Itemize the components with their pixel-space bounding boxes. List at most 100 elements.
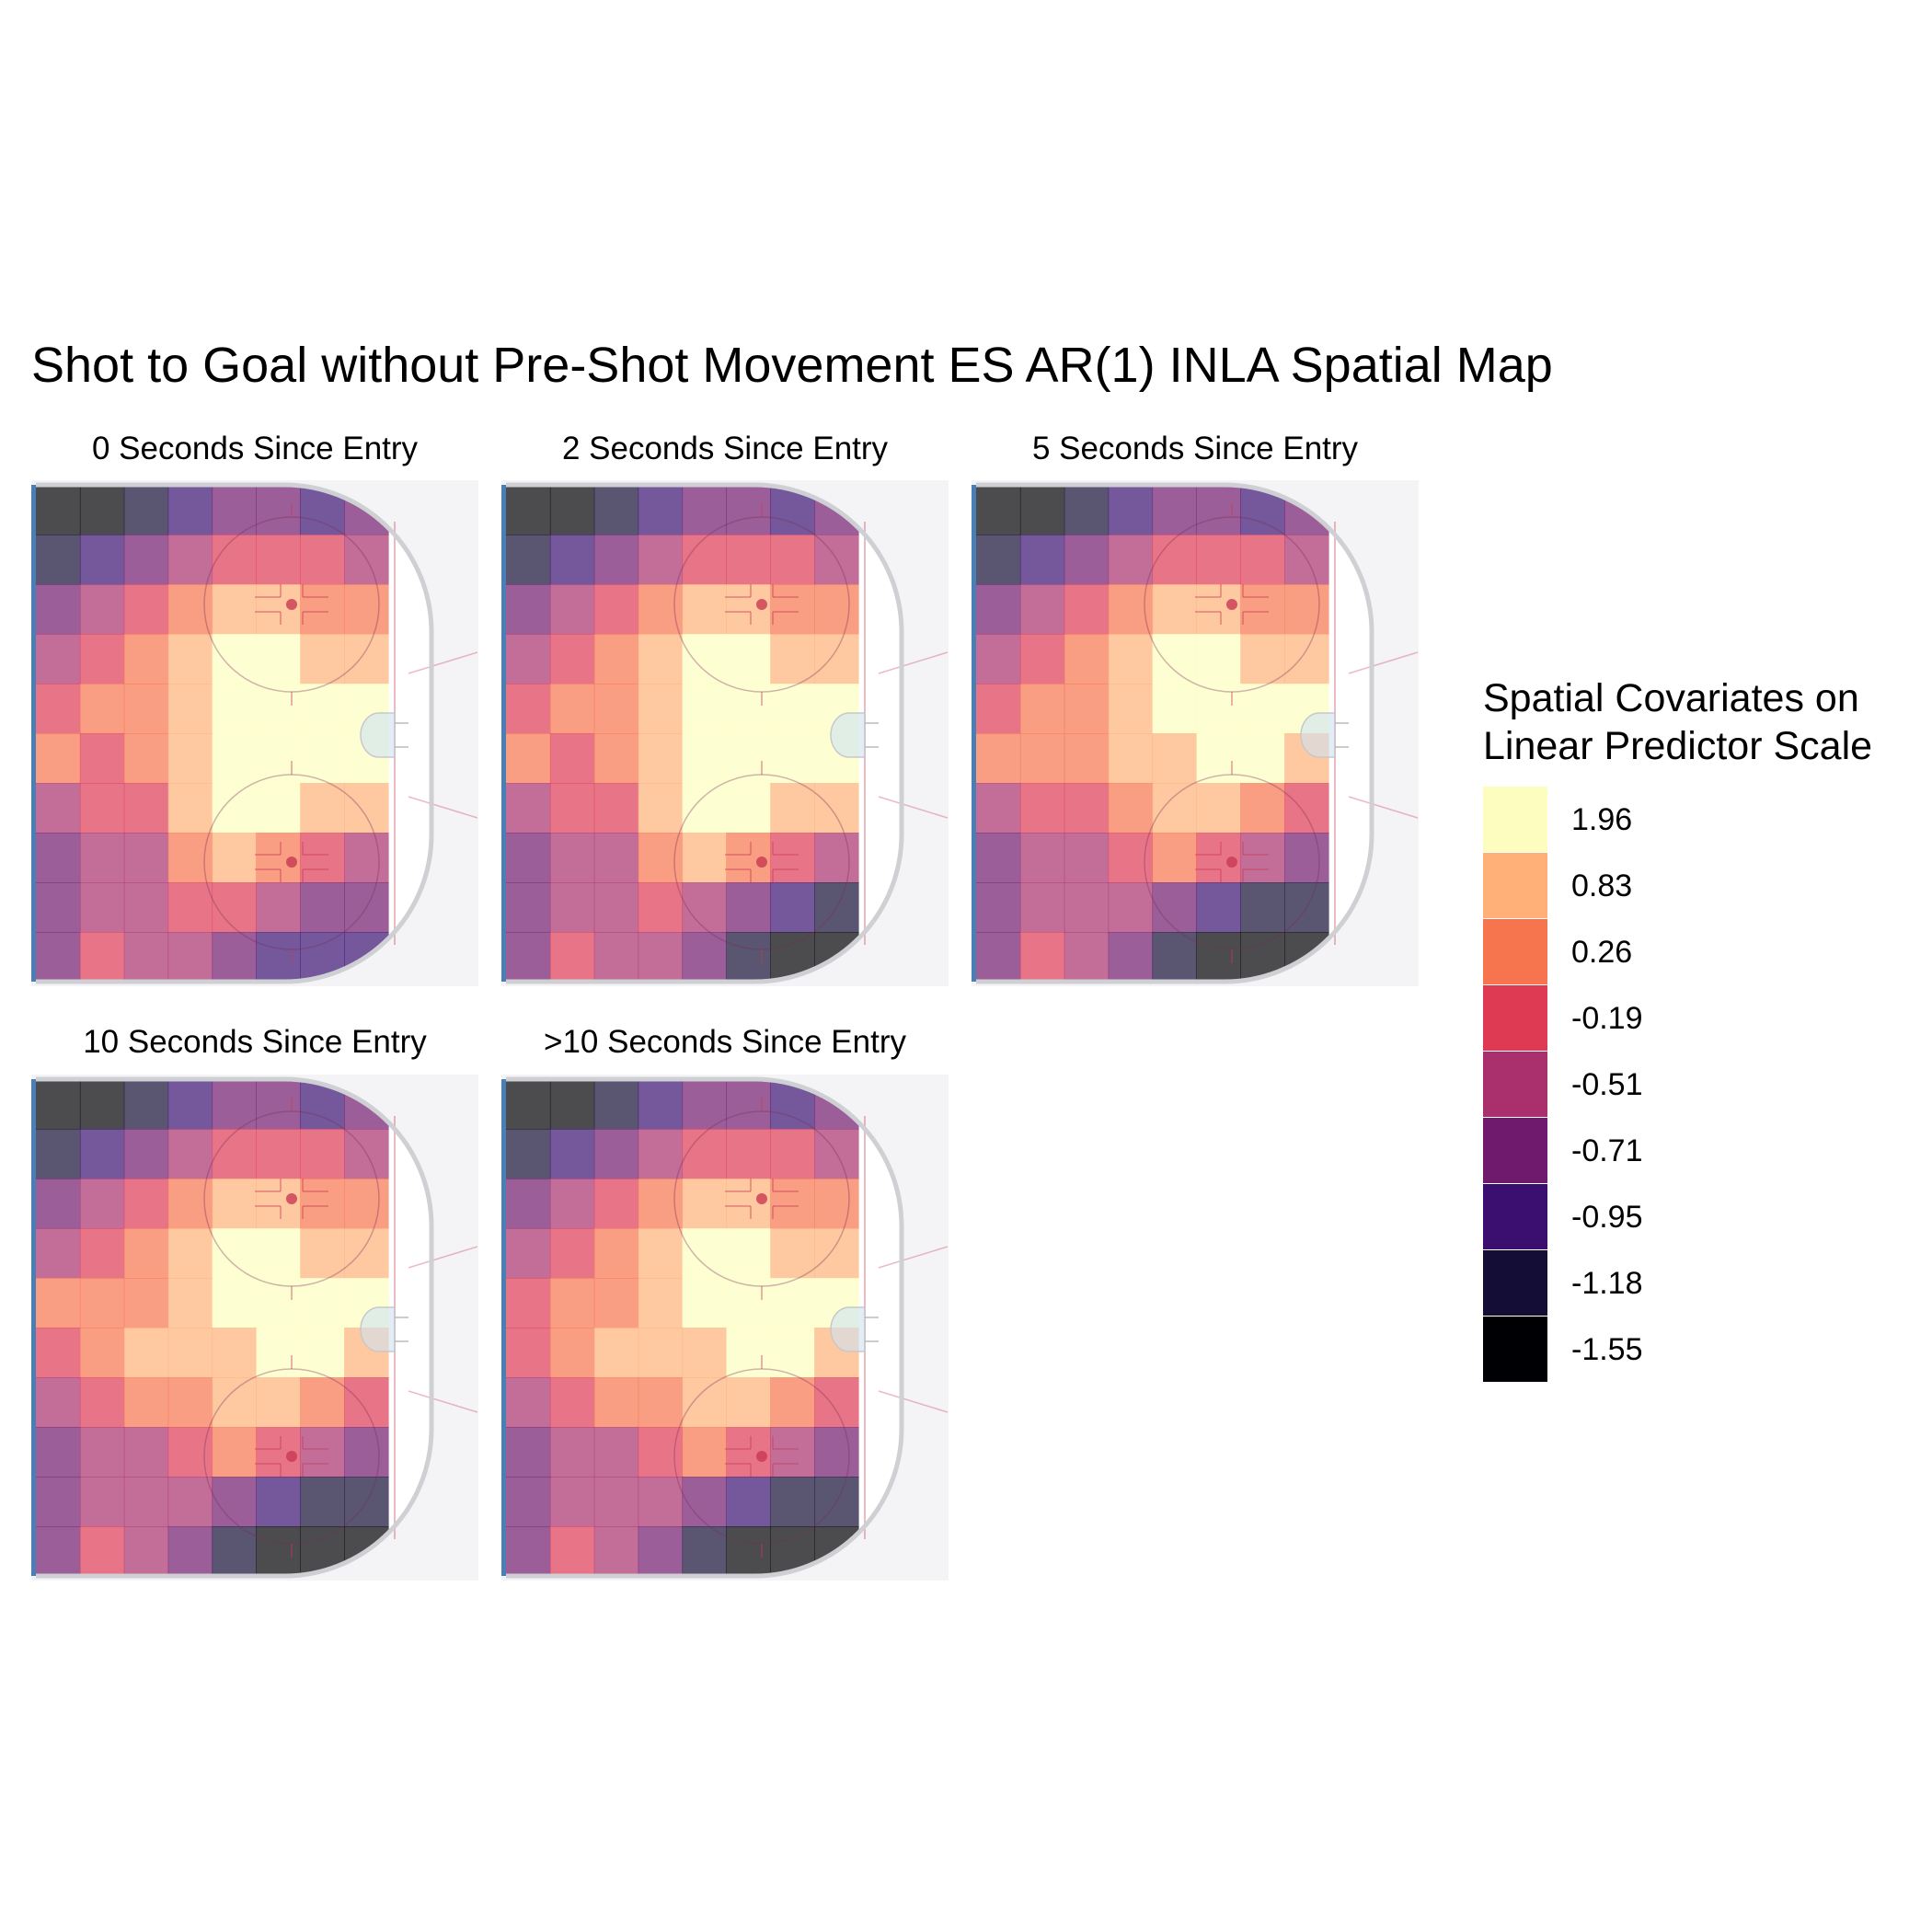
faceoff-dot [286,599,297,610]
heat-cell-4-2 [123,684,169,734]
heat-cell-6-0 [506,783,551,834]
heat-cell-8-6 [300,1477,345,1527]
heat-cell-6-2 [593,783,639,834]
heat-cell-9-4 [1152,932,1197,982]
heat-cell-1-1 [79,535,125,585]
trapezoid-line [878,1246,949,1269]
heat-cell-4-3 [1108,684,1154,734]
heat-cell-1-0 [506,1129,551,1179]
rink-boards [36,482,434,984]
heat-cell-6-6 [300,783,345,834]
heat-cell-6-4 [212,1377,257,1428]
heat-cell-6-3 [638,1377,684,1428]
heat-cell-8-2 [123,882,169,933]
heat-cell-6-6 [300,1377,345,1428]
heat-cell-1-4 [1152,535,1197,585]
heat-cell-1-5 [726,1129,771,1179]
heat-cell-0-0 [36,485,81,535]
heat-cell-3-4 [212,1228,257,1279]
heat-cell-6-7 [344,783,389,834]
heatmap-panel-3 [31,1075,478,1581]
heat-cell-8-5 [1196,882,1241,933]
faceoff-dot [1226,599,1237,610]
goal-crease [360,1306,396,1352]
heat-cell-7-0 [36,1427,81,1478]
heat-cell-9-2 [593,932,639,982]
heat-cell-7-4 [212,1427,257,1478]
heat-cell-7-7 [344,833,389,883]
heat-cell-4-4 [212,684,257,734]
heat-cells [506,485,859,982]
heatmap-panel-1 [501,480,949,986]
heat-cell-1-3 [167,1129,213,1179]
heat-cell-8-7 [1284,882,1329,933]
heat-cell-4-5 [256,1278,301,1328]
heat-cell-3-5 [726,634,771,684]
heat-cell-5-3 [638,733,684,784]
faceoff-dot [286,1193,297,1204]
heat-cell-0-3 [167,1079,213,1130]
legend-title: Spatial Covariates on Linear Predictor S… [1483,674,1872,770]
heat-cell-4-6 [770,1278,815,1328]
heat-cell-3-6 [770,1228,815,1279]
goal-crease [360,712,396,758]
heat-cell-1-4 [682,1129,727,1179]
heat-cell-4-4 [1152,684,1197,734]
blue-line [31,485,36,982]
trapezoid-line [878,796,949,819]
heat-cell-4-5 [726,684,771,734]
heat-cell-8-7 [814,1477,859,1527]
legend-swatch-2 [1483,919,1547,984]
heat-cell-0-5 [726,485,771,535]
heat-cell-4-1 [549,1278,595,1328]
facet-label-1: 2 Seconds Since Entry [561,431,889,466]
chart-title: Shot to Goal without Pre-Shot Movement E… [31,338,1553,393]
heat-cell-0-5 [1196,485,1241,535]
heat-cell-3-6 [1240,634,1285,684]
heat-cell-2-3 [638,1179,684,1229]
heat-cell-1-5 [256,535,301,585]
heat-cell-1-4 [212,1129,257,1179]
heat-cell-6-6 [770,783,815,834]
heat-cell-8-5 [726,1477,771,1527]
heat-cell-0-0 [506,485,551,535]
heat-cell-6-0 [36,783,81,834]
trapezoid-line [1348,796,1419,819]
heat-cell-7-0 [506,1427,551,1478]
heat-cell-8-6 [300,882,345,933]
heat-cell-4-6 [1240,684,1285,734]
heat-cell-0-2 [123,1079,169,1130]
heat-cell-2-2 [123,1179,169,1229]
heat-cell-9-4 [682,1526,727,1576]
heat-cell-1-5 [1196,535,1241,585]
heatmap-panel-0 [31,480,478,986]
heat-cell-6-0 [506,1377,551,1428]
heat-cell-9-2 [123,1526,169,1576]
heat-cell-5-1 [79,733,125,784]
heat-cell-4-2 [593,684,639,734]
heat-cell-7-7 [814,833,859,883]
heat-cell-2-3 [167,584,213,635]
heat-cell-3-2 [123,1228,169,1279]
heat-cell-1-2 [1064,535,1110,585]
heat-cell-8-6 [1240,882,1285,933]
heatmap-panel-2 [972,480,1419,986]
heat-cell-3-5 [256,1228,301,1279]
heat-cell-5-1 [79,1328,125,1378]
heat-cell-1-5 [726,535,771,585]
heat-cell-9-5 [726,1526,771,1576]
heat-cell-9-2 [123,932,169,982]
heat-cell-7-3 [638,1427,684,1478]
heat-cell-3-6 [300,634,345,684]
heat-cell-3-2 [1064,634,1110,684]
heat-cell-4-2 [1064,684,1110,734]
trapezoid-line [1348,651,1419,674]
heat-cell-4-2 [593,1278,639,1328]
heat-cell-6-0 [36,1377,81,1428]
blue-line [31,1079,36,1576]
heat-cell-7-3 [1108,833,1154,883]
heat-cell-3-1 [79,1228,125,1279]
heat-cell-5-6 [300,733,345,784]
heat-cell-5-5 [726,733,771,784]
heat-cell-0-3 [167,485,213,535]
